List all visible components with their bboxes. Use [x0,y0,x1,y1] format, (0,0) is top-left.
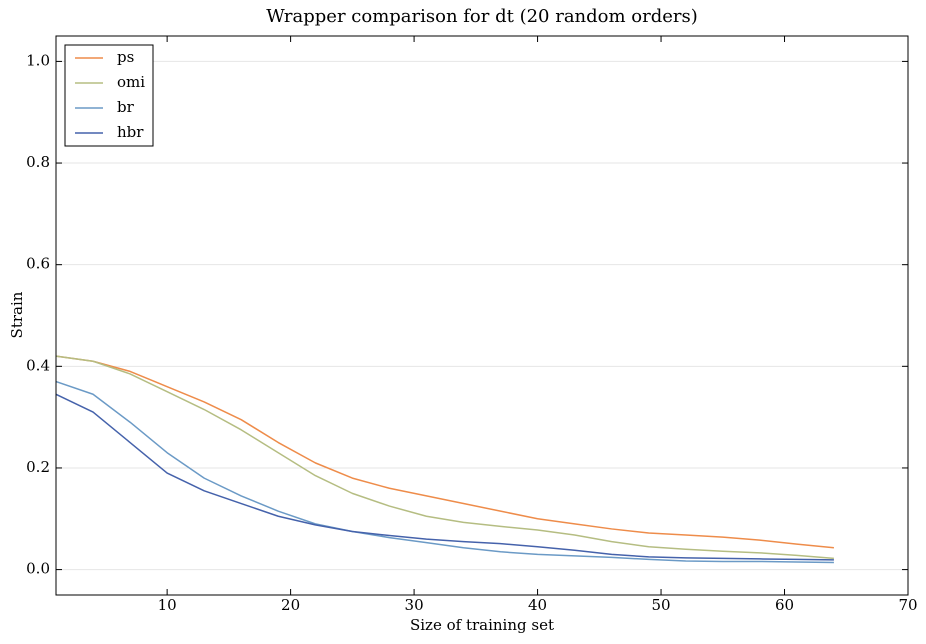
series-line [55,355,834,549]
series-line [55,355,834,560]
x-tick-label: 40 [528,596,547,614]
legend-label: omi [117,73,145,91]
legend-label: br [117,98,135,116]
x-tick-label: 60 [775,596,794,614]
legend-label: hbr [117,123,144,141]
legend-box [64,44,154,147]
x-tick-label: 70 [898,596,917,614]
x-tick-label: 50 [651,596,670,614]
legend-label: ps [117,48,134,66]
x-tick-label: 30 [405,596,424,614]
y-axis-label: Strain [8,291,26,338]
y-tick-label: 0.6 [26,255,50,273]
y-tick-label: 0.2 [26,458,50,476]
x-tick-label: 10 [158,596,177,614]
y-tick-label: 0.4 [26,356,50,374]
series-line [55,393,834,561]
x-tick-label: 20 [281,596,300,614]
x-axis-label: Size of training set [410,616,554,634]
chart-title: Wrapper comparison for dt (20 random ord… [266,6,698,27]
y-tick-label: 1.0 [26,51,50,69]
plot-frame [55,35,909,596]
series-line [55,380,834,564]
y-tick-label: 0.0 [26,560,50,578]
y-tick-label: 0.8 [26,153,50,171]
